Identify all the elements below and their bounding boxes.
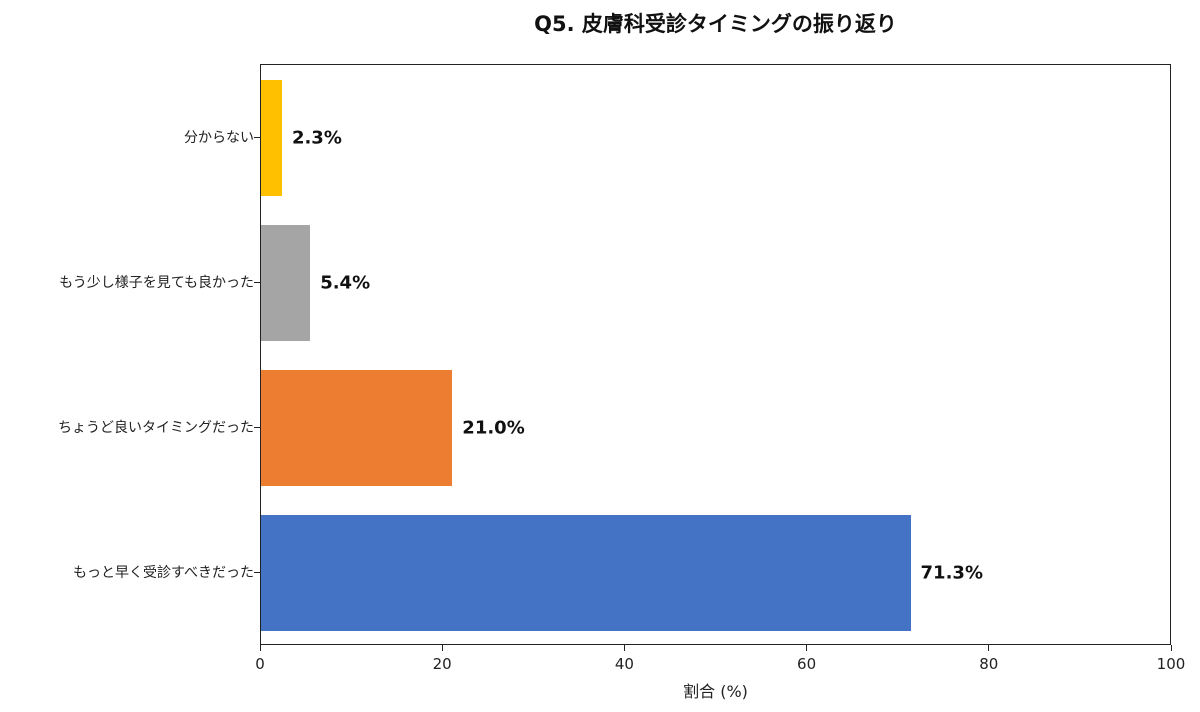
bar xyxy=(261,79,282,196)
x-axis-title: 割合 (%) xyxy=(683,682,748,701)
bar-value-label: 21.0% xyxy=(462,417,525,439)
x-tick-mark xyxy=(623,645,625,651)
bar-value-label: 71.3% xyxy=(920,562,983,584)
x-tick-label: 80 xyxy=(979,655,999,673)
x-tick-mark xyxy=(988,645,990,651)
x-tick-mark xyxy=(259,645,261,651)
bar xyxy=(261,370,453,487)
bar-value-label: 5.4% xyxy=(320,272,371,294)
y-tick-label: ちょうど良いタイミングだった xyxy=(58,420,254,437)
bar-value-label: 2.3% xyxy=(291,127,342,149)
chart-title: Q5. 皮膚科受診タイミングの振り返り xyxy=(534,12,897,36)
x-tick-mark xyxy=(1170,645,1172,651)
x-tick-label: 20 xyxy=(432,655,452,673)
bar xyxy=(261,515,911,632)
x-tick-label: 40 xyxy=(614,655,634,673)
y-tick-label: もう少し様子を見ても良かった xyxy=(59,274,254,291)
bar xyxy=(261,224,311,341)
y-tick-mark xyxy=(254,572,260,574)
x-tick-mark xyxy=(441,645,443,651)
y-tick-label: 分からない xyxy=(184,129,254,146)
y-tick-mark xyxy=(254,427,260,429)
x-tick-label: 100 xyxy=(1156,655,1186,673)
x-tick-mark xyxy=(806,645,808,651)
x-tick-label: 60 xyxy=(797,655,817,673)
x-tick-label: 0 xyxy=(255,655,265,673)
y-tick-label: もっと早く受診すべきだった xyxy=(72,565,254,582)
y-tick-mark xyxy=(254,281,260,283)
y-tick-mark xyxy=(254,136,260,138)
plot-area: 2.3% 5.4% 21.0% 71.3% xyxy=(260,64,1171,645)
